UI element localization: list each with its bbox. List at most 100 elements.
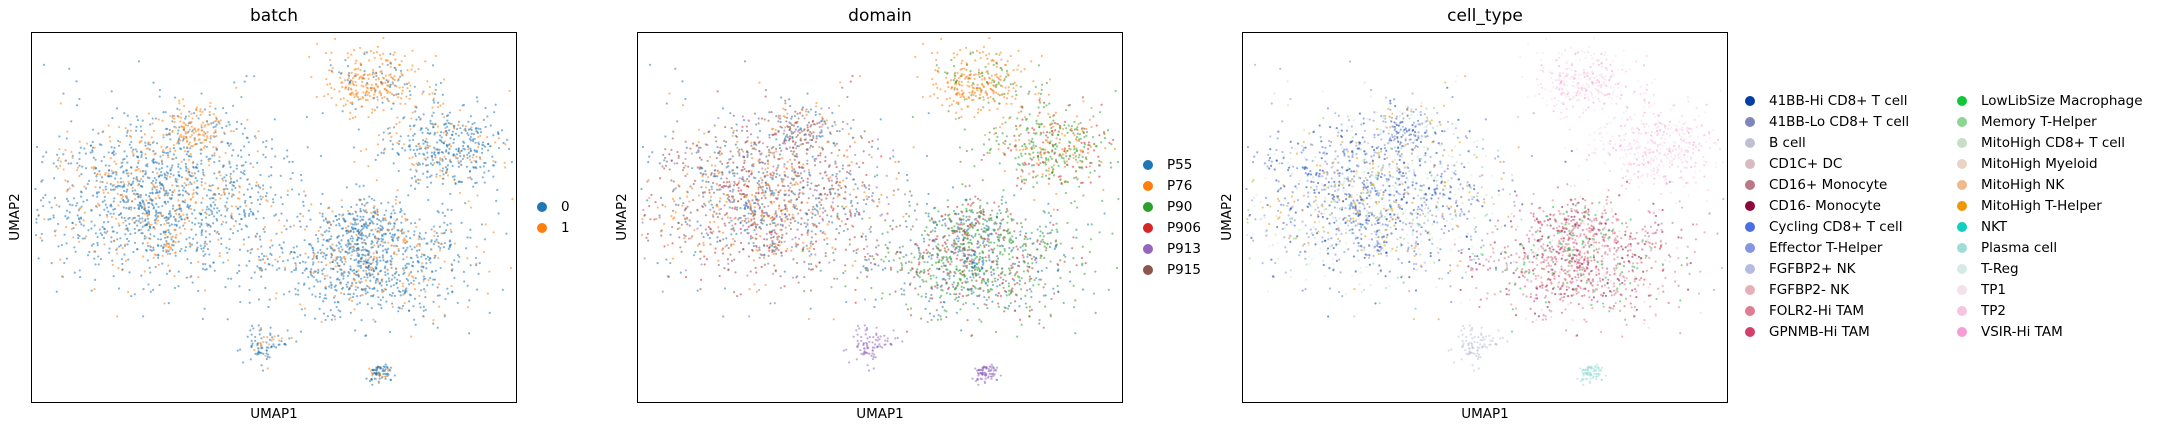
cell-point [433,234,436,237]
cell-point [854,212,857,215]
cell-point [682,162,685,165]
cell-point [868,254,872,258]
cell-point [439,104,442,107]
cell-point [384,271,387,274]
cell-point [159,155,162,158]
cell-point [494,161,497,164]
cell-point [328,285,331,288]
cell-point [183,201,187,204]
cell-point [189,207,193,211]
cell-point [440,141,444,144]
cell-point [238,191,241,194]
cell-point [441,93,444,96]
cell-point [75,104,79,107]
cell-point [366,266,369,269]
cell-point [420,289,423,292]
cell-point [651,151,654,154]
cell-point [189,198,193,201]
cell-point [363,204,366,207]
cell-point [418,244,422,247]
cell-point [286,189,289,192]
cell-point [456,157,459,160]
cell-point [112,208,115,211]
cell-point [446,174,450,177]
cell-point [725,200,728,203]
cell-point [202,130,206,134]
cell-point [697,149,700,152]
cell-point [412,163,415,167]
cell-point [242,193,246,196]
cell-point [769,151,772,154]
cell-point [648,155,651,158]
cell-point [425,127,428,130]
cell-point [71,221,74,224]
cell-point [204,124,207,127]
cell-point [457,180,460,184]
cell-point [481,176,484,179]
cell-point [453,242,456,245]
cell-point [168,210,171,213]
cell-point [719,239,722,242]
cell-point [178,108,181,111]
cell-point [457,124,460,127]
cell-point [221,177,224,180]
cell-point [337,217,341,221]
cell-point [197,260,200,263]
cell-point [65,242,68,245]
cell-point [381,244,384,248]
cell-point [133,221,136,224]
cell-point [77,236,80,240]
cell-point [179,250,182,253]
cell-point [866,252,870,255]
cell-point [691,235,694,238]
cell-point [437,101,440,104]
cell-point [203,108,207,111]
cell-point [235,167,238,170]
cell-point [152,179,155,183]
cell-point [272,338,275,341]
cell-point [157,205,160,209]
cell-point [401,285,405,288]
cell-point [373,96,376,100]
cell-point [339,76,342,79]
cell-point [375,256,378,259]
cell-point [126,184,130,187]
cell-point [436,141,439,144]
cell-point [219,174,222,177]
cell-point [238,269,241,273]
cell-point [750,212,753,215]
cell-point [144,164,148,167]
cell-point [457,260,460,263]
cell-point [129,183,133,186]
cell-point [431,283,434,286]
cell-point [677,221,680,224]
cell-point [94,158,97,161]
cell-point [330,69,333,72]
cell-point [689,147,692,150]
cell-point [787,194,791,197]
cell-point [434,156,437,159]
cell-point [364,94,367,97]
cell-point [125,155,128,158]
cell-point [712,215,715,218]
cell-point [340,199,343,202]
cell-point [466,153,469,156]
cell-point [184,165,187,168]
cell-point [172,174,175,177]
cell-point [379,367,383,370]
cell-point [369,87,372,90]
cell-point [774,189,778,192]
cell-point [477,135,480,139]
cell-point [731,207,734,210]
cell-point [228,238,231,241]
cell-point [379,220,382,223]
cell-point [384,209,388,212]
cell-point [179,139,182,142]
cell-point [220,242,223,246]
cell-point [140,178,143,181]
cell-point [690,152,693,155]
cell-point [697,128,701,131]
cell-point [479,130,483,134]
cell-point [487,149,490,152]
cell-point [758,288,761,292]
